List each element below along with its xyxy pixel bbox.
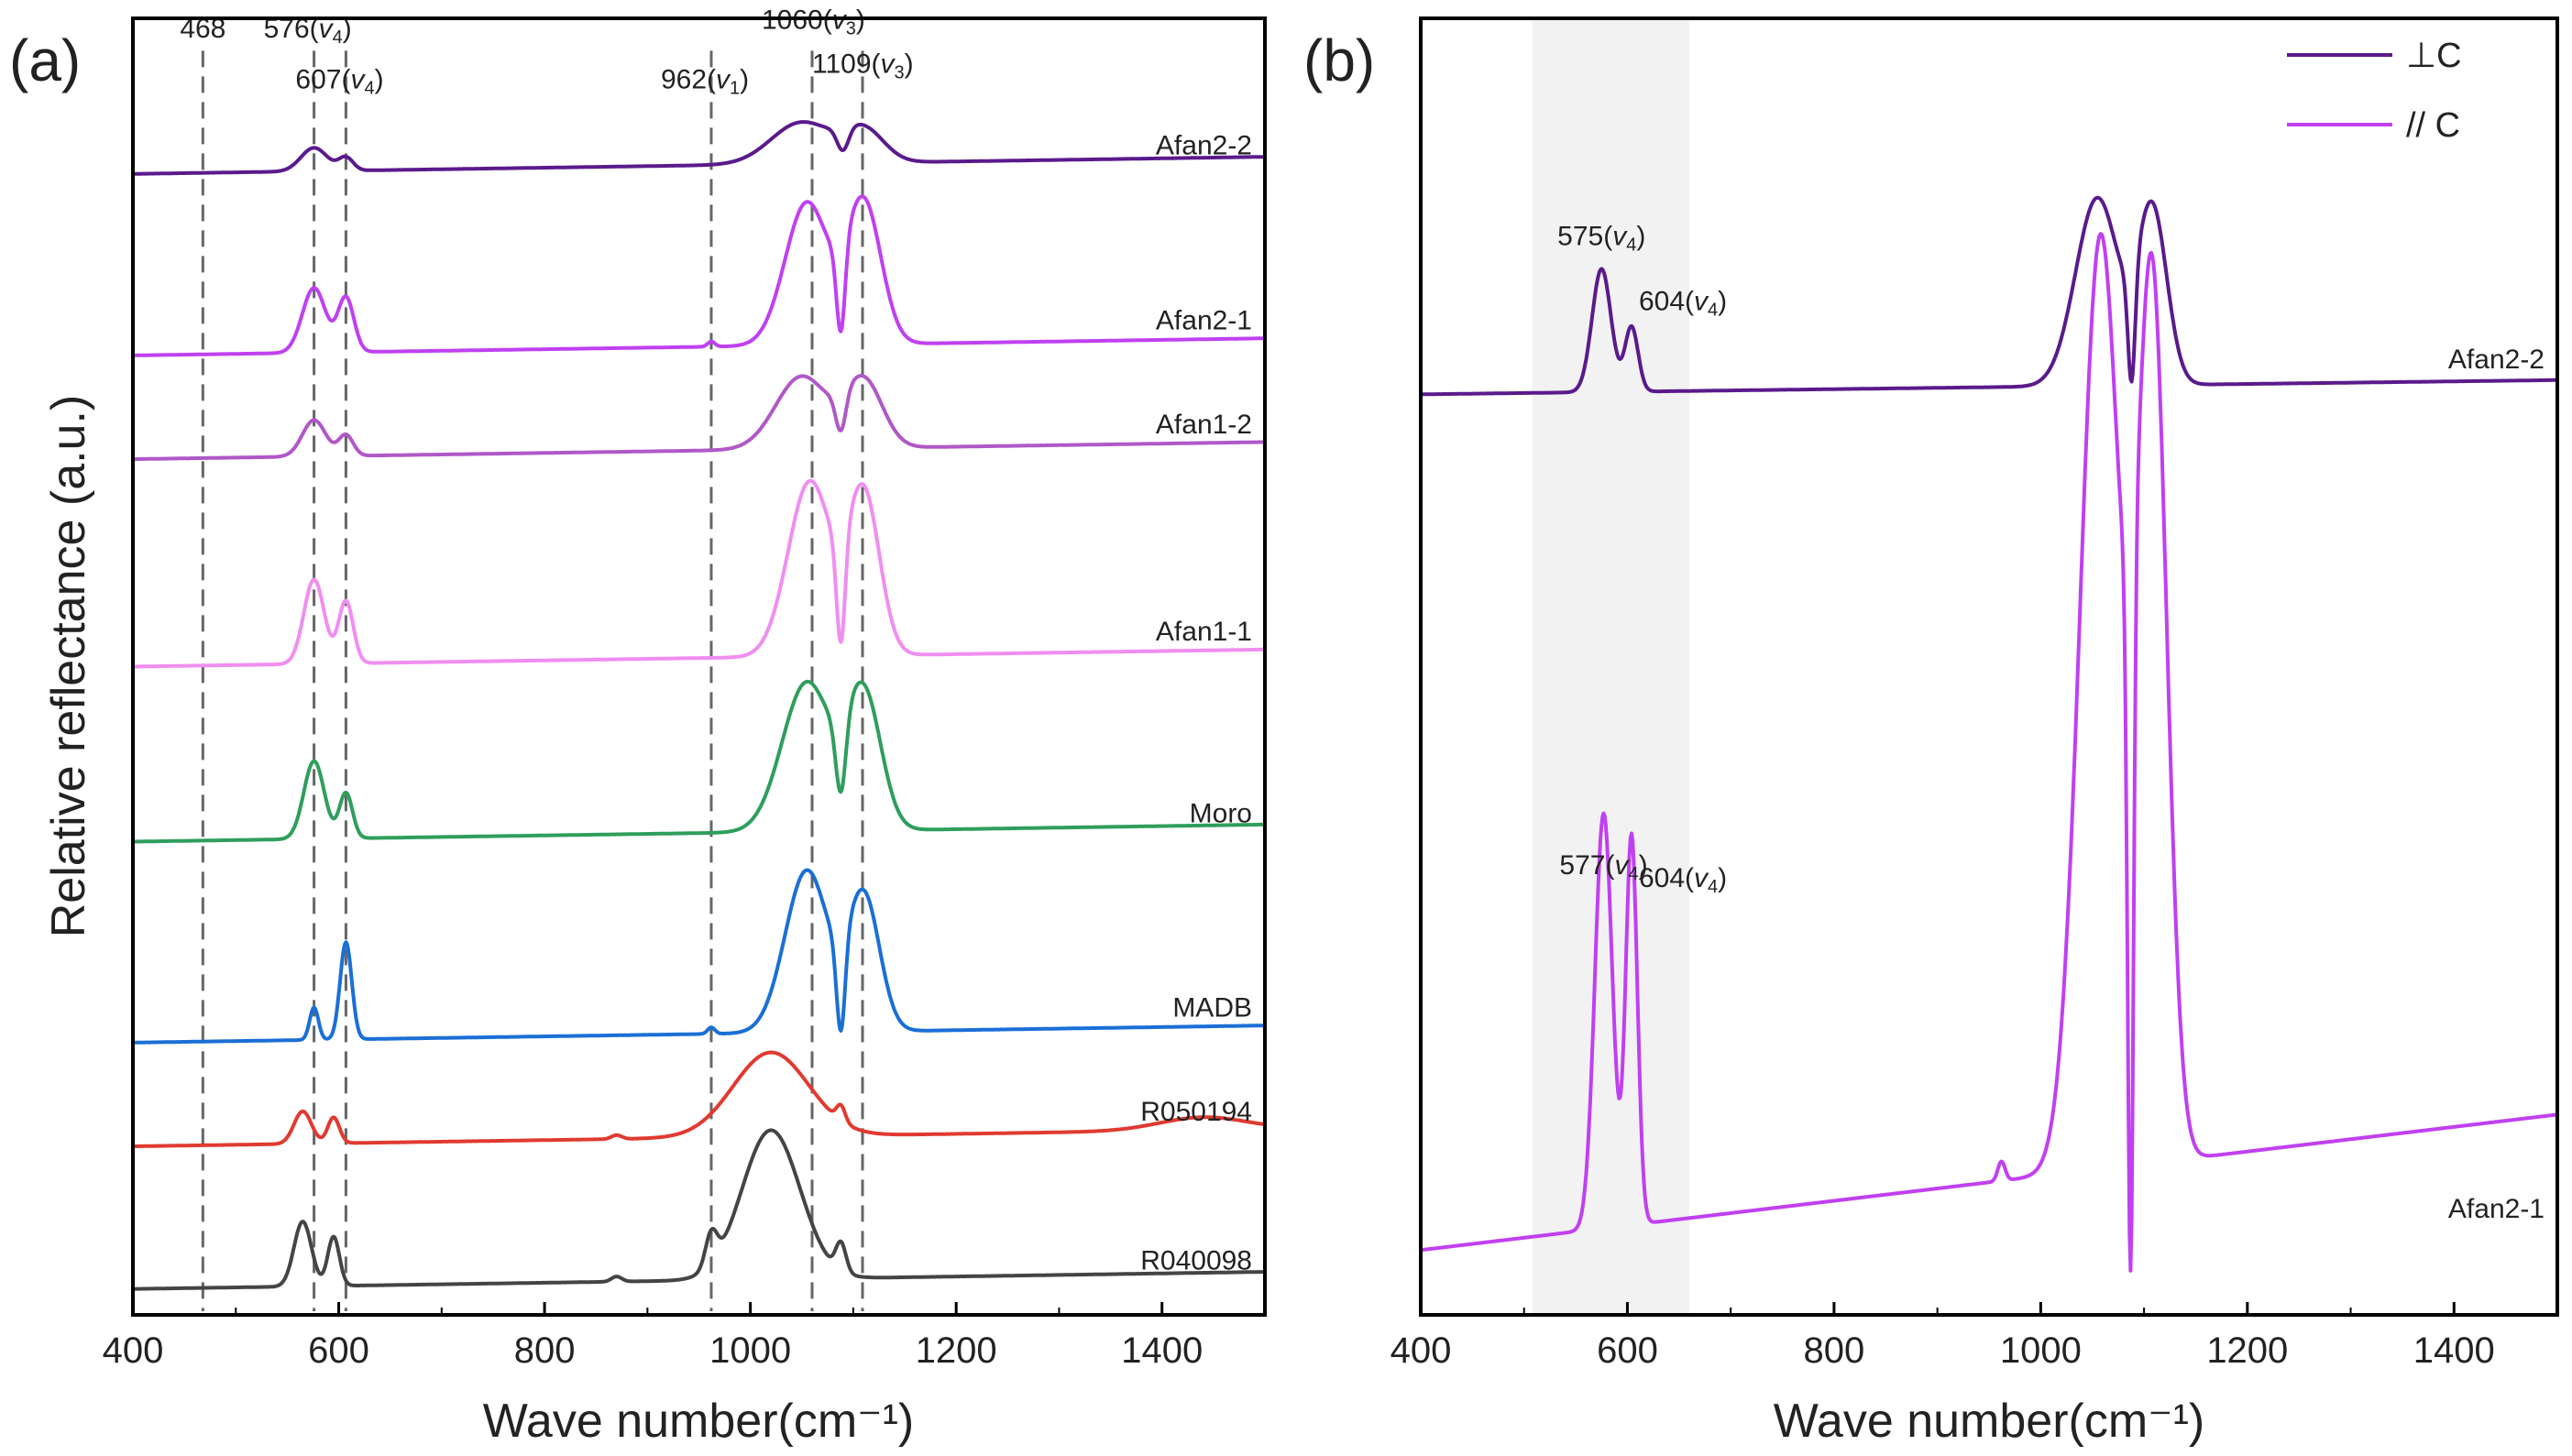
spectra-curves — [1420, 195, 2558, 1273]
shaded-region — [1532, 18, 1690, 1315]
curve-label-afan1-2: Afan1-2 — [1156, 410, 1252, 440]
x-tick-label: 400 — [103, 1330, 164, 1371]
series-line-afan2-1 — [1420, 232, 2558, 1273]
x-tick-label: 600 — [1597, 1330, 1658, 1371]
legend-label-1: // C — [2406, 106, 2460, 145]
legend: ⊥C // C — [2287, 37, 2462, 145]
series-line-afan1-1 — [132, 478, 1266, 669]
x-tick-label: 1200 — [916, 1330, 997, 1371]
curve-label-r050194: R050194 — [1140, 1097, 1252, 1127]
y-axis-title-a: Relative reflectance (a.u.) — [42, 395, 95, 938]
curve-label-afan2-2: Afan2-2 — [2448, 345, 2545, 375]
curve-label-madb: MADB — [1172, 993, 1252, 1024]
series-line-afan1-2 — [132, 374, 1266, 462]
x-tick-label: 1000 — [2000, 1330, 2082, 1371]
panel-b: (b) Afan2-2 Afan2-1 575(v4)604(v4)577(v4)… — [1303, 16, 2559, 1448]
x-tick-label: 800 — [1804, 1330, 1865, 1371]
x-tick-label: 1000 — [709, 1330, 791, 1371]
series-line-r050194 — [132, 1050, 1266, 1148]
x-tick-label: 400 — [1390, 1330, 1452, 1371]
x-tick-label: 800 — [514, 1330, 576, 1371]
curve-label-afan2-1: Afan2-1 — [2448, 1194, 2545, 1224]
x-tick-label: 1200 — [2206, 1330, 2288, 1371]
series-line-r040098 — [132, 1128, 1266, 1291]
reference-lines — [201, 50, 864, 1311]
x-axis-title-a: Wave number(cm⁻¹) — [483, 1395, 914, 1448]
x-axis-ticks: 400 600 800 1000 1200 1400 — [103, 1302, 1203, 1371]
curve-labels: Afan2-2 Afan2-1 Afan1-2 Afan1-1 Moro MADB R050… — [1140, 131, 1252, 1276]
curve-labels: Afan2-2 Afan2-1 — [2448, 345, 2545, 1224]
series-line-afan2-2 — [132, 120, 1266, 176]
panel-a-label: (a) — [9, 27, 81, 93]
x-axis-title-b: Wave number(cm⁻¹) — [1774, 1395, 2204, 1448]
panel-a: (a) Afan2-2 Afan2-1 Afan1-2 Afan1-1 Moro MADB… — [9, 5, 1267, 1448]
curve-label-afan2-2: Afan2-2 — [1156, 131, 1252, 161]
legend-label-0: ⊥C — [2406, 37, 2462, 75]
plot-frame-b — [1419, 16, 2559, 1317]
curve-label-afan2-1: Afan2-1 — [1156, 306, 1252, 336]
x-tick-label: 1400 — [2413, 1330, 2495, 1371]
x-tick-label: 600 — [308, 1330, 369, 1371]
series-line-afan2-1 — [132, 194, 1266, 357]
series-line-moro — [132, 679, 1266, 844]
panel-b-label: (b) — [1303, 27, 1375, 93]
series-line-afan2-2 — [1420, 195, 2558, 397]
x-axis-ticks: 400 600 800 1000 1200 1400 — [1390, 1302, 2495, 1371]
spectra-curves — [132, 120, 1266, 1291]
x-tick-label: 1400 — [1121, 1330, 1203, 1371]
curve-label-r040098: R040098 — [1140, 1245, 1252, 1275]
curve-label-moro: Moro — [1190, 798, 1252, 828]
curve-label-afan1-1: Afan1-1 — [1156, 617, 1252, 647]
plot-frame-a — [131, 16, 1267, 1317]
peak-labels: 575(v4)604(v4)577(v4)604(v4) — [1557, 222, 1727, 897]
highlight-band — [1532, 18, 1690, 1315]
series-line-madb — [132, 868, 1266, 1045]
